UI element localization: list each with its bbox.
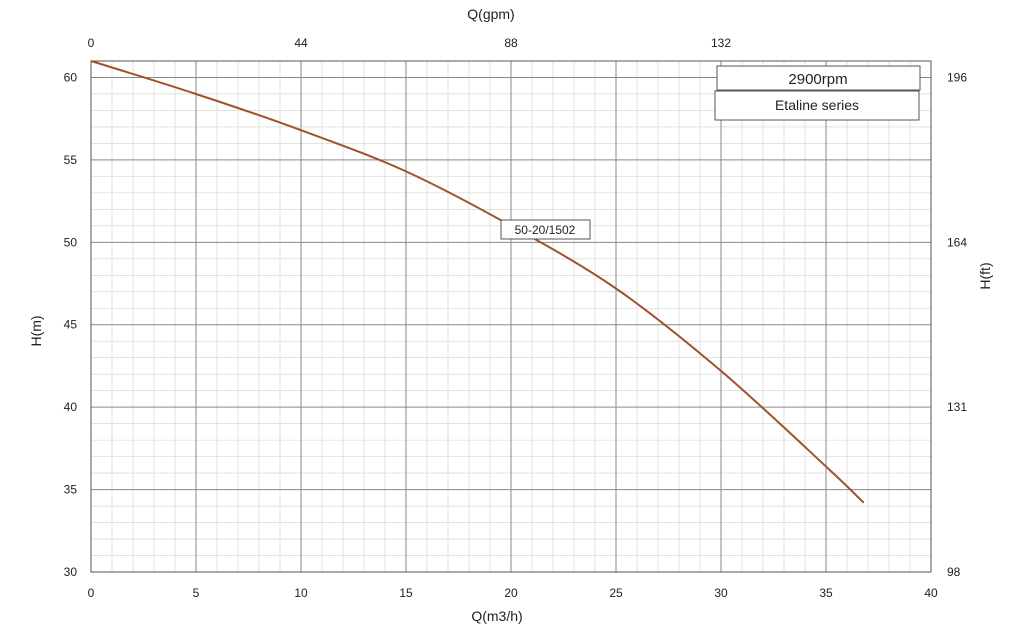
grid [90, 60, 932, 573]
y-tick-label: 30 [64, 565, 78, 579]
x2-tick-label: 44 [294, 36, 308, 50]
y-axis-title: H(m) [28, 315, 44, 346]
x-tick-label: 5 [193, 586, 200, 600]
x-tick-label: 35 [819, 586, 833, 600]
curve-label: 50-20/1502 [515, 223, 576, 237]
x-axis-title: Q(m3/h) [471, 608, 522, 624]
y-tick-label: 50 [64, 235, 78, 249]
speed-box: 2900rpm [716, 65, 921, 91]
y2-tick-label: 98 [947, 565, 961, 579]
plot-frame [90, 60, 932, 573]
x-tick-label: 20 [504, 586, 518, 600]
speed-label: 2900rpm [788, 71, 847, 88]
y-tick-label: 55 [64, 153, 78, 167]
y-tick-label: 45 [64, 318, 78, 332]
y2-tick-label: 196 [947, 70, 967, 84]
y2-tick-label: 164 [947, 235, 967, 249]
series-name-label: Etaline series [775, 97, 859, 113]
x2-tick-label: 0 [88, 36, 95, 50]
y-tick-label: 35 [64, 483, 78, 497]
tick-labels: 0 5 10 15 20 25 30 35 40 30 35 40 45 50 55 60 0 44 88 132 98… [64, 36, 968, 600]
x-tick-label: 15 [399, 586, 413, 600]
x2-tick-label: 132 [711, 36, 731, 50]
x-tick-label: 30 [714, 586, 728, 600]
y-tick-label: 40 [64, 400, 78, 414]
x2-axis-title: Q(gpm) [467, 6, 514, 22]
y2-tick-label: 131 [947, 400, 967, 414]
y2-axis-title: H(ft) [977, 262, 993, 289]
curve-label-box: 50-20/1502 [500, 219, 591, 240]
x-tick-label: 40 [924, 586, 938, 600]
y-tick-label: 60 [64, 70, 78, 84]
pump-curve-line [90, 60, 865, 504]
x-tick-label: 0 [88, 586, 95, 600]
series-box: Etaline series [714, 90, 920, 121]
x-tick-label: 10 [294, 586, 308, 600]
x-tick-label: 25 [609, 586, 623, 600]
curve-layer [90, 60, 865, 504]
x2-tick-label: 88 [504, 36, 518, 50]
